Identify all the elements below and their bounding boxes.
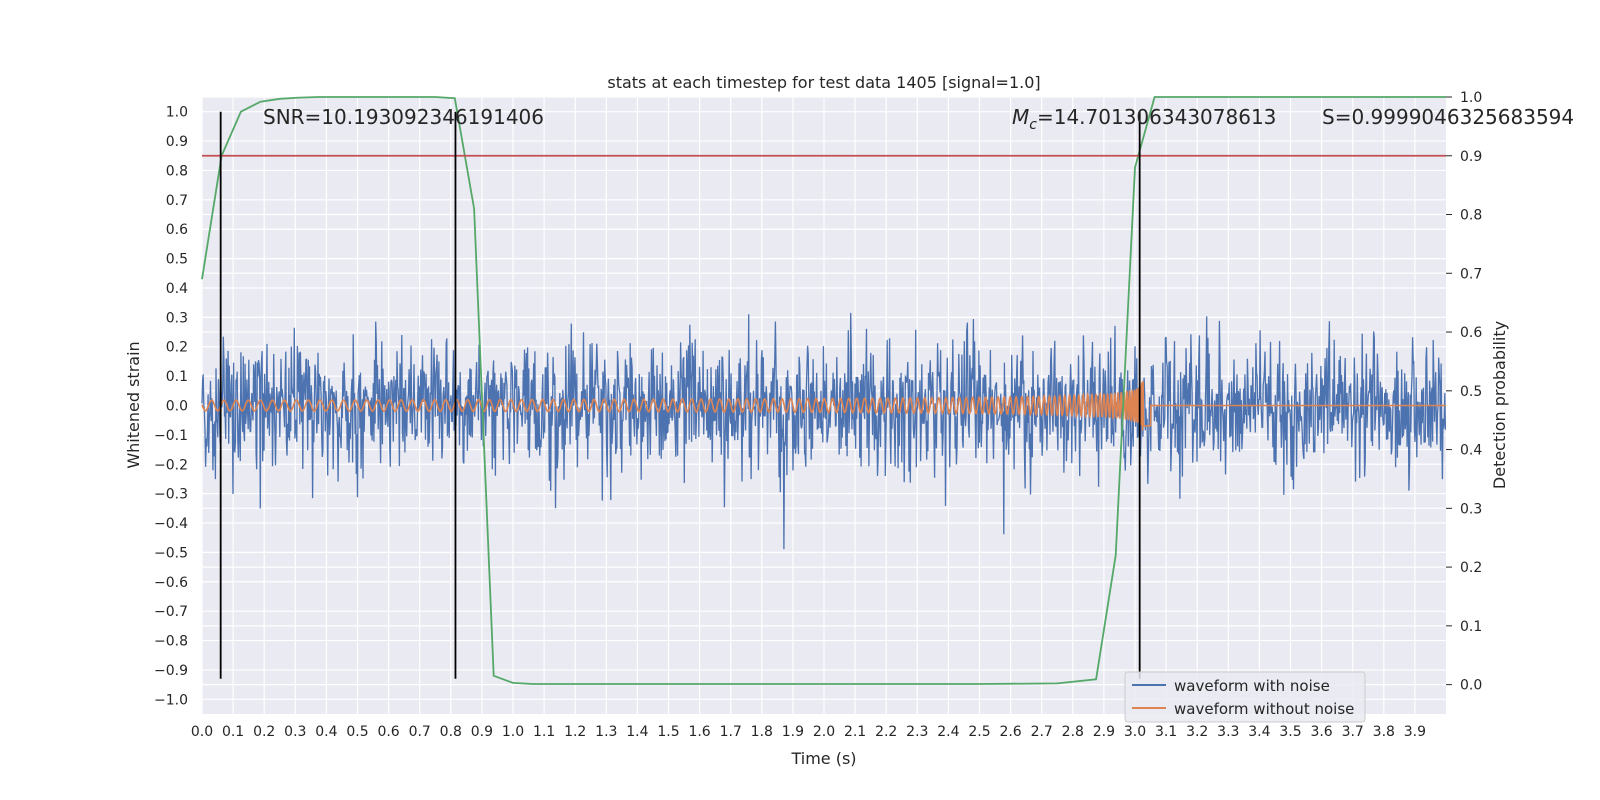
x-tick-label: 0.7	[409, 724, 431, 740]
mc-subscript: c	[1029, 117, 1037, 133]
y-tick-label: −0.5	[154, 545, 188, 561]
x-tick-label: 1.4	[626, 724, 648, 740]
y2-tick-label: 0.7	[1460, 266, 1482, 282]
y-tick-label: −0.4	[154, 516, 188, 532]
legend-box	[1124, 671, 1366, 723]
x-tick-label: 1.7	[720, 724, 742, 740]
snr-annotation: SNR=10.193092346191406	[263, 105, 544, 129]
x-tick-label: 1.1	[533, 724, 555, 740]
x-tick-label: 1.6	[688, 724, 710, 740]
y-tick-label: −0.3	[154, 487, 188, 503]
x-tick-label: 3.5	[1279, 724, 1301, 740]
x-tick-label: 1.2	[564, 724, 586, 740]
y-tick-label: −0.2	[154, 457, 188, 473]
y-tick-label: 0.6	[166, 222, 188, 238]
y2-tick-label: 0.5	[1460, 384, 1482, 400]
y2-tick-label: 0.4	[1460, 443, 1482, 459]
x-tick-label: 2.3	[906, 724, 928, 740]
x-tick-label: 0.0	[191, 724, 213, 740]
x-tick-label: 2.7	[1031, 724, 1053, 740]
y2-tick-label: 0.0	[1460, 678, 1482, 694]
legend-label-noise: waveform with noise	[1174, 677, 1330, 695]
x-tick-label: 2.1	[844, 724, 866, 740]
x-tick-label: 0.3	[284, 724, 306, 740]
y-tick-label: 0.0	[166, 399, 188, 415]
vertical-markers	[219, 111, 1141, 679]
mc-annotation: Mc=14.701306343078613	[1012, 105, 1276, 133]
y-tick-label: −0.1	[154, 428, 188, 444]
mc-symbol: M	[1012, 105, 1029, 129]
y-tick-label: −0.9	[154, 663, 188, 679]
x-tick-label: 3.9	[1404, 724, 1426, 740]
x-tick-label: 2.2	[875, 724, 897, 740]
x-tick-label: 3.6	[1310, 724, 1332, 740]
x-tick-label: 2.4	[937, 724, 959, 740]
s-annotation: S=0.9999046325683594	[1322, 105, 1574, 129]
y-tick-label: 0.2	[166, 340, 188, 356]
y-tick-label: 1.0	[166, 105, 188, 121]
x-tick-label: 1.9	[782, 724, 804, 740]
series-waveform-without-noise	[201, 380, 1446, 431]
x-tick-label: 3.4	[1248, 724, 1270, 740]
x-tick-label: 0.2	[253, 724, 275, 740]
y2-tick-label: 0.9	[1460, 149, 1482, 165]
x-tick-label: 3.7	[1342, 724, 1364, 740]
y-tick-label: 0.4	[166, 281, 188, 297]
x-tick-label: 1.3	[595, 724, 617, 740]
legend-label-clean: waveform without noise	[1174, 700, 1354, 718]
x-tick-label: 3.1	[1155, 724, 1177, 740]
y-tick-label: 0.3	[166, 310, 188, 326]
y-axis-label: Whitened strain	[124, 341, 143, 468]
y-tick-label: −0.6	[154, 575, 188, 591]
line-detection-probability	[201, 96, 1446, 685]
legend: waveform with noise waveform without noi…	[1124, 671, 1366, 723]
x-axis-label: Time (s)	[790, 749, 856, 768]
y-tick-label: −1.0	[154, 692, 188, 708]
y2-axis-label: Detection probability	[1490, 321, 1509, 489]
y2-tick-label: 0.1	[1460, 619, 1482, 635]
x-tick-label: 0.4	[315, 724, 337, 740]
line-waveform-without-noise	[201, 380, 1446, 431]
series-detection-probability	[201, 96, 1446, 685]
y-tick-label: 0.1	[166, 369, 188, 385]
x-tick-label: 3.3	[1217, 724, 1239, 740]
chart-title: stats at each timestep for test data 140…	[607, 73, 1040, 92]
x-tick-label: 3.2	[1186, 724, 1208, 740]
x-tick-label: 0.1	[222, 724, 244, 740]
series-waveform-with-noise	[201, 312, 1447, 550]
x-tick-label: 0.5	[346, 724, 368, 740]
y-tick-label: −0.8	[154, 634, 188, 650]
x-tick-label: 0.9	[471, 724, 493, 740]
y-tick-label: 0.5	[166, 252, 188, 268]
x-tick-label: 2.8	[1062, 724, 1084, 740]
y-tick-label: 0.7	[166, 193, 188, 209]
x-tick-label: 1.5	[657, 724, 679, 740]
x-tick-label: 2.9	[1093, 724, 1115, 740]
x-tick-label: 0.8	[440, 724, 462, 740]
x-tick-label: 2.6	[999, 724, 1021, 740]
mc-value: =14.701306343078613	[1037, 105, 1276, 129]
y-tick-labels: −1.0 −0.9 −0.8 −0.7 −0.6 −0.5 −0.4 −0.3 −0.2 −0.1…	[154, 105, 188, 709]
x-tick-labels: 0.0 0.1 0.2 0.3 0.4 0.5 0.6 0.7 0.8 0.9 1.0 1.1 1.2 1…	[191, 724, 1426, 740]
y-tick-label: 0.8	[166, 163, 188, 179]
y-tick-label: 0.9	[166, 134, 188, 150]
y2-tick-label: 0.6	[1460, 325, 1482, 341]
line-waveform-with-noise	[201, 312, 1447, 550]
x-tick-label: 3.0	[1124, 724, 1146, 740]
y2-tick-label: 0.8	[1460, 208, 1482, 224]
x-tick-label: 1.0	[502, 724, 524, 740]
y-tick-label: −0.7	[154, 604, 188, 620]
x-tick-label: 3.8	[1373, 724, 1395, 740]
y2-tick-labels: 0.0 0.1 0.2 0.3 0.4 0.5 0.6 0.7 0.8 0.9 1.0	[1446, 90, 1482, 694]
x-tick-label: 1.8	[751, 724, 773, 740]
x-tick-label: 0.6	[377, 724, 399, 740]
x-tick-label: 2.0	[813, 724, 835, 740]
y2-tick-label: 1.0	[1460, 90, 1482, 106]
x-tick-label: 2.5	[968, 724, 990, 740]
y2-tick-label: 0.2	[1460, 560, 1482, 576]
y2-tick-label: 0.3	[1460, 501, 1482, 517]
